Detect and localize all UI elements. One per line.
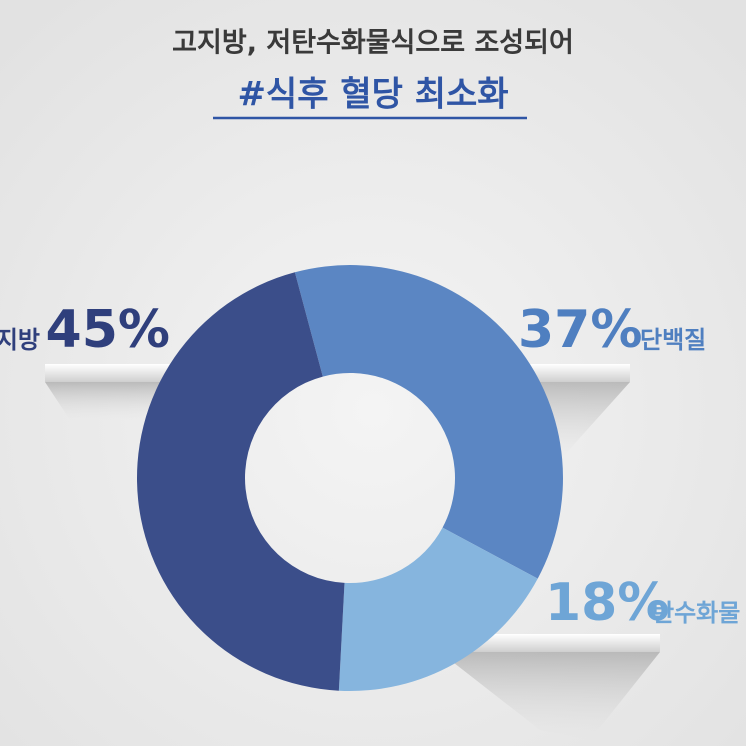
chart-subtitle: #식후 혈당 최소화 [237, 75, 508, 115]
value-label: 18% [545, 573, 669, 633]
donut-segment [338, 527, 538, 691]
chart-title: 고지방, 저탄수화물식으로 조성되어 [172, 28, 574, 59]
shadow [440, 652, 660, 740]
shadow [45, 382, 175, 420]
donut-segment [294, 265, 563, 579]
label-bar [440, 634, 660, 652]
category-label: 단백질 [640, 326, 706, 354]
label-bar [45, 364, 175, 382]
value-label: 45% [46, 300, 170, 360]
category-label: 탄수화물 [652, 599, 740, 627]
donut-segment [137, 272, 345, 691]
category-label: 지방 [0, 326, 40, 354]
value-label: 37% [518, 300, 642, 360]
